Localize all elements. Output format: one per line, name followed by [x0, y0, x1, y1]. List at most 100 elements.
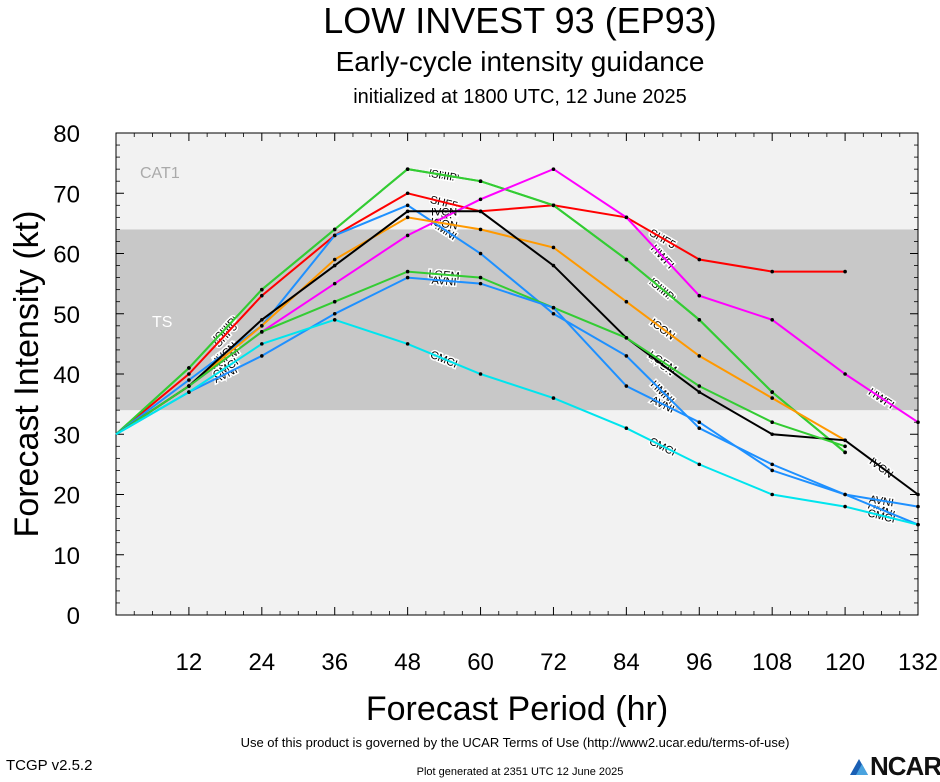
ncar-logo-mark-icon	[850, 759, 868, 775]
data-point-cmci	[260, 342, 264, 346]
data-point-icon	[551, 245, 556, 250]
data-point-ship	[770, 390, 774, 394]
data-point-ship	[260, 287, 264, 292]
data-point-shf5	[697, 257, 702, 262]
data-point-hwfi	[478, 197, 483, 202]
x-tick-label: 48	[394, 649, 421, 676]
generated-time: Plot generated at 2351 UTC 12 June 2025	[416, 766, 624, 778]
data-point-hmni	[332, 233, 337, 238]
x-tick-label: 36	[321, 649, 348, 676]
data-point-cmci	[405, 342, 410, 346]
data-point-avni	[770, 468, 774, 473]
intensity-chart: TS CAT1 0 10 20 30 40 50 60 70 80 12 24 36 48 60 72 84 96 1…	[8, 121, 938, 728]
data-point-ivcn	[843, 438, 847, 443]
data-point-ivcn	[332, 263, 337, 268]
data-point-hwfi	[332, 281, 337, 286]
data-point-ship	[187, 366, 191, 370]
data-point-cmci	[332, 317, 337, 322]
data-point-hmni	[624, 354, 629, 358]
data-point-hmni	[478, 251, 483, 256]
band-label-cat1: CAT1	[140, 165, 180, 182]
y-tick-label: 0	[67, 603, 80, 630]
x-tick-label: 60	[467, 649, 494, 676]
data-point-lgem	[478, 275, 483, 280]
band-ts	[116, 229, 918, 411]
x-tick-label: 12	[176, 649, 203, 676]
data-point-hmni	[405, 203, 410, 208]
data-point-ship	[551, 203, 556, 208]
data-point-hwfi	[916, 420, 920, 425]
data-point-icon	[260, 324, 264, 328]
data-point-hmni	[551, 311, 556, 316]
x-tick-label: 108	[752, 649, 792, 676]
x-tick-label: 132	[898, 649, 938, 676]
data-point-avni	[697, 420, 702, 425]
version-label: TCGP v2.5.2	[6, 757, 93, 774]
y-tick-label: 30	[53, 422, 80, 449]
data-point-icon	[697, 354, 702, 358]
data-point-lgem	[260, 330, 264, 334]
data-point-avni	[405, 275, 410, 280]
series-label-ivcn: IVCN	[431, 206, 457, 218]
data-point-hmni	[187, 378, 191, 382]
y-tick-label: 80	[53, 121, 80, 148]
y-tick-label: 50	[53, 302, 80, 329]
data-point-hmni	[770, 462, 774, 467]
data-point-ship	[624, 257, 629, 262]
data-point-cmci	[843, 504, 847, 509]
data-point-ship	[405, 167, 410, 171]
data-point-cmci	[187, 390, 191, 394]
data-point-cmci	[770, 492, 774, 497]
data-point-cmci	[624, 426, 629, 431]
chart-title: LOW INVEST 93 (EP93)	[323, 0, 717, 41]
terms-of-use: Use of this product is governed by the U…	[240, 735, 790, 750]
data-point-ivcn	[916, 492, 920, 497]
x-tick-label: 72	[540, 649, 567, 676]
x-tick-label: 120	[825, 649, 865, 676]
data-point-lgem	[697, 384, 702, 388]
data-point-shf5	[843, 269, 847, 274]
data-point-avni	[478, 281, 483, 286]
x-tick-label: 24	[248, 649, 275, 676]
ncar-logo: NCAR	[848, 750, 940, 781]
data-point-avni	[624, 384, 629, 388]
y-tick-label: 20	[53, 483, 80, 510]
data-point-lgem	[187, 384, 191, 388]
series-line-ivcn	[115, 210, 919, 496]
data-point-icon	[624, 299, 629, 304]
data-point-ship	[697, 317, 702, 322]
data-point-ship	[478, 179, 483, 183]
data-point-ivcn	[260, 317, 264, 322]
data-point-hmni	[697, 426, 702, 431]
series-label-ship: SHIP	[430, 168, 457, 184]
series-line-avni	[115, 276, 919, 508]
data-point-icon	[478, 227, 483, 232]
series-label-avni: AVNI	[431, 275, 457, 289]
data-point-ship	[843, 450, 847, 455]
data-point-avni	[260, 354, 264, 358]
data-point-shf5	[187, 372, 191, 376]
data-point-lgem	[332, 299, 337, 304]
data-point-lgem	[770, 420, 774, 425]
data-point-hwfi	[405, 233, 410, 238]
data-point-ship	[332, 227, 337, 232]
data-point-icon	[405, 215, 410, 220]
data-point-ivcn	[697, 390, 702, 394]
x-axis-label: Forecast Period (hr)	[366, 690, 668, 728]
data-point-avni	[332, 311, 337, 316]
band-cat1	[116, 133, 918, 230]
data-point-hwfi	[770, 317, 774, 322]
data-point-hwfi	[697, 293, 702, 298]
data-point-avni	[551, 305, 556, 310]
data-point-ivcn	[551, 263, 556, 268]
init-time: initialized at 1800 UTC, 12 June 2025	[353, 86, 687, 108]
y-tick-label: 70	[53, 181, 80, 208]
data-point-hwfi	[551, 167, 556, 171]
data-point-hwfi	[624, 215, 629, 220]
x-tick-label: 96	[686, 649, 713, 676]
data-point-icon	[770, 396, 774, 400]
data-point-ivcn	[478, 209, 483, 214]
ncar-logo-text: NCAR	[870, 750, 940, 781]
data-point-icon	[332, 257, 337, 262]
data-point-cmci	[697, 462, 702, 467]
